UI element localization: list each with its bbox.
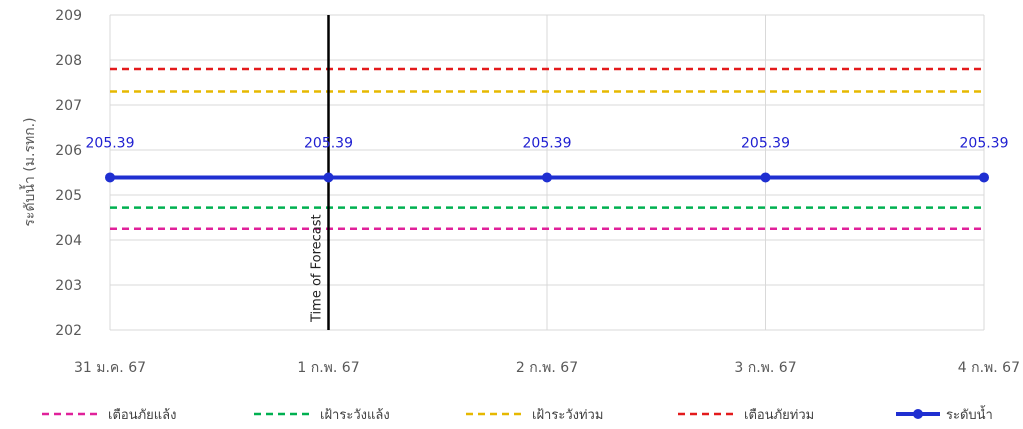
data-label-1: 205.39 bbox=[304, 135, 353, 151]
x-tick-label-2: 2 ก.พ. 67 bbox=[516, 360, 578, 376]
threshold-layer bbox=[110, 67, 984, 230]
y-tick-label-206: 206 bbox=[55, 143, 82, 159]
data-point-3 bbox=[760, 172, 771, 183]
y-tick-label-207: 207 bbox=[55, 98, 82, 114]
y-tick-label-203: 203 bbox=[55, 278, 82, 294]
legend-layer: เตือนภัยแล้ง เฝ้าระวังแล้ง เฝ้าระวังท่วม เต… bbox=[42, 405, 993, 423]
data-point-1 bbox=[323, 172, 334, 183]
forecast-label: Time of Forecast bbox=[310, 214, 325, 323]
data-point-2 bbox=[542, 172, 552, 183]
data-label-0: 205.39 bbox=[86, 135, 135, 151]
forecast-layer: Time of Forecast bbox=[310, 15, 330, 330]
data-label-3: 205.39 bbox=[741, 135, 790, 151]
y-axis-title: ระดับน้ำ (ม.รทก.) bbox=[19, 117, 38, 226]
axis-layer: 202 203 204 205 206 207 208 209 31 ม.ค. 67 1 ก.พ.… bbox=[55, 8, 1020, 376]
x-tick-label-0: 31 ม.ค. 67 bbox=[74, 360, 146, 376]
x-tick-label-1: 1 ก.พ. 67 bbox=[297, 360, 359, 376]
legend-label-0: เตือนภัยแล้ง bbox=[108, 407, 176, 423]
legend-item-2: เฝ้าระวังท่วม bbox=[466, 408, 603, 423]
y-tick-label-205: 205 bbox=[55, 188, 82, 204]
legend-label-2: เฝ้าระวังท่วม bbox=[532, 408, 603, 423]
y-tick-label-209: 209 bbox=[55, 8, 82, 24]
data-label-2: 205.39 bbox=[523, 135, 572, 151]
legend-label-3: เตือนภัยท่วม bbox=[744, 407, 814, 423]
data-point-4 bbox=[979, 172, 989, 183]
legend-item-4: ระดับน้ำ bbox=[896, 405, 993, 423]
legend-label-4: ระดับน้ำ bbox=[946, 405, 993, 423]
x-tick-label-4: 4 ก.พ. 67 bbox=[958, 360, 1020, 376]
legend-marker-4 bbox=[913, 409, 923, 419]
y-tick-label-202: 202 bbox=[55, 323, 82, 339]
legend-item-1: เฝ้าระวังแล้ง bbox=[254, 408, 390, 423]
legend-label-1: เฝ้าระวังแล้ง bbox=[320, 408, 390, 423]
data-label-4: 205.39 bbox=[960, 135, 1009, 151]
x-tick-label-3: 3 ก.พ. 67 bbox=[734, 360, 796, 376]
y-tick-label-204: 204 bbox=[55, 233, 82, 249]
series-layer bbox=[105, 172, 989, 183]
legend-item-3: เตือนภัยท่วม bbox=[678, 407, 814, 423]
data-point-0 bbox=[105, 172, 115, 183]
legend-item-0: เตือนภัยแล้ง bbox=[42, 407, 176, 423]
y-tick-label-208: 208 bbox=[55, 53, 82, 69]
label-layer: 205.39 205.39 205.39 205.39 205.39 bbox=[86, 135, 1009, 151]
